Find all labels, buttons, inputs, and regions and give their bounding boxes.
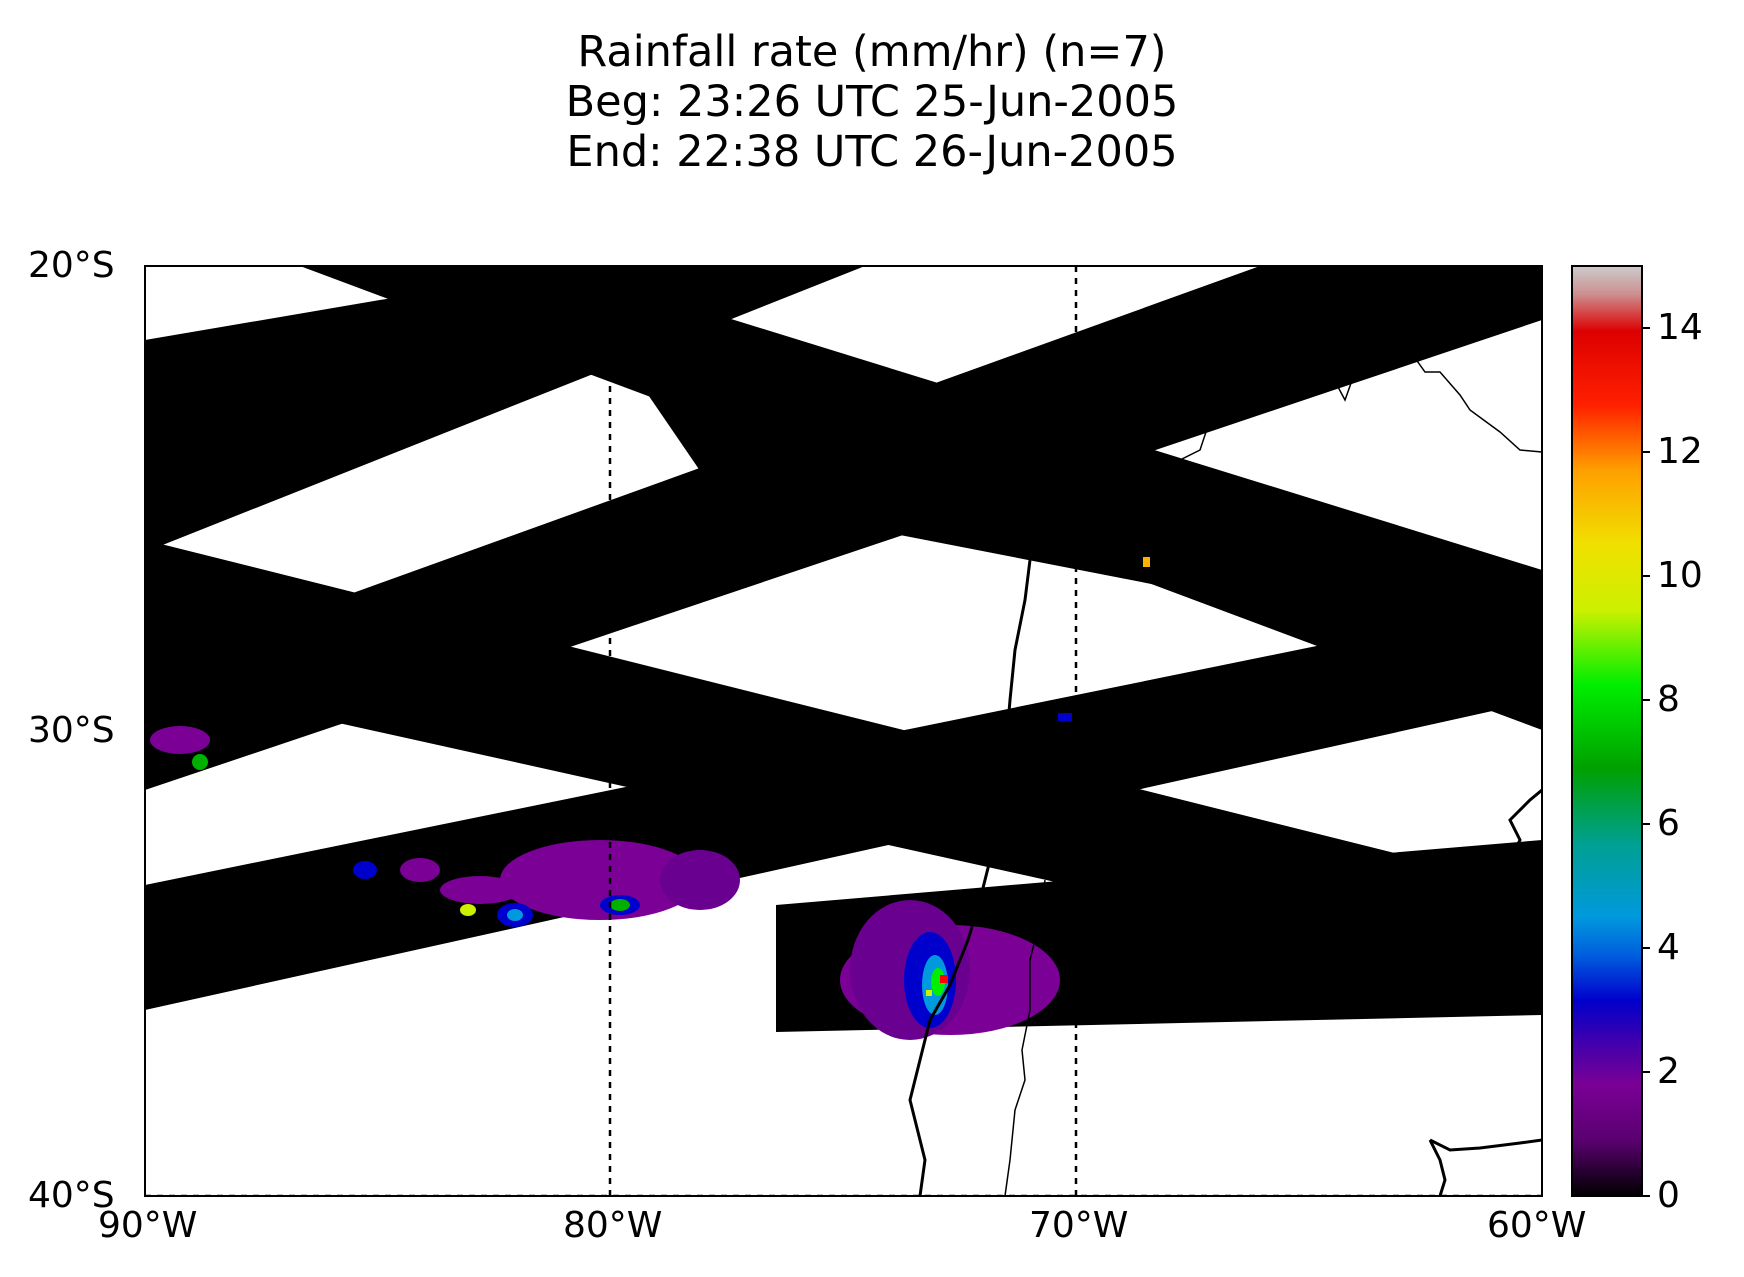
lat-tick-40s: 40°S [28, 1175, 115, 1216]
swath-6 [145, 600, 1542, 1010]
map-frame [144, 265, 1543, 1197]
title-line-3: End: 22:38 UTC 26-Jun-2005 [566, 127, 1178, 177]
colorbar-tick-6: 6 [1657, 803, 1680, 844]
lon-tick-80w: 80°W [563, 1205, 663, 1246]
colorbar [1571, 265, 1643, 1197]
colorbar-tick-14: 14 [1657, 307, 1703, 348]
title-line-1: Rainfall rate (mm/hr) (n=7) [577, 27, 1167, 77]
colorbar-ticks [1642, 327, 1650, 1197]
colorbar-tick-10: 10 [1657, 555, 1703, 596]
lat-tick-30s: 30°S [28, 710, 115, 751]
coastlines [908, 379, 1542, 1196]
lon-tick-90w: 90°W [98, 1205, 198, 1246]
country-borders [1004, 266, 1542, 1196]
gridlines [145, 266, 1542, 1196]
colorbar-tick-0: 0 [1657, 1175, 1680, 1216]
colorbar-tick-12: 12 [1657, 431, 1703, 472]
swath-4 [560, 266, 1542, 660]
colorbar-tick-8: 8 [1657, 679, 1680, 720]
title-line-2: Beg: 23:26 UTC 25-Jun-2005 [565, 77, 1179, 127]
lon-tick-60w: 60°W [1487, 1205, 1587, 1246]
colorbar-tick-4: 4 [1657, 927, 1680, 968]
colorbar-tick-2: 2 [1657, 1051, 1680, 1092]
lat-tick-20s: 20°S [28, 245, 115, 286]
lon-tick-70w: 70°W [1029, 1205, 1129, 1246]
